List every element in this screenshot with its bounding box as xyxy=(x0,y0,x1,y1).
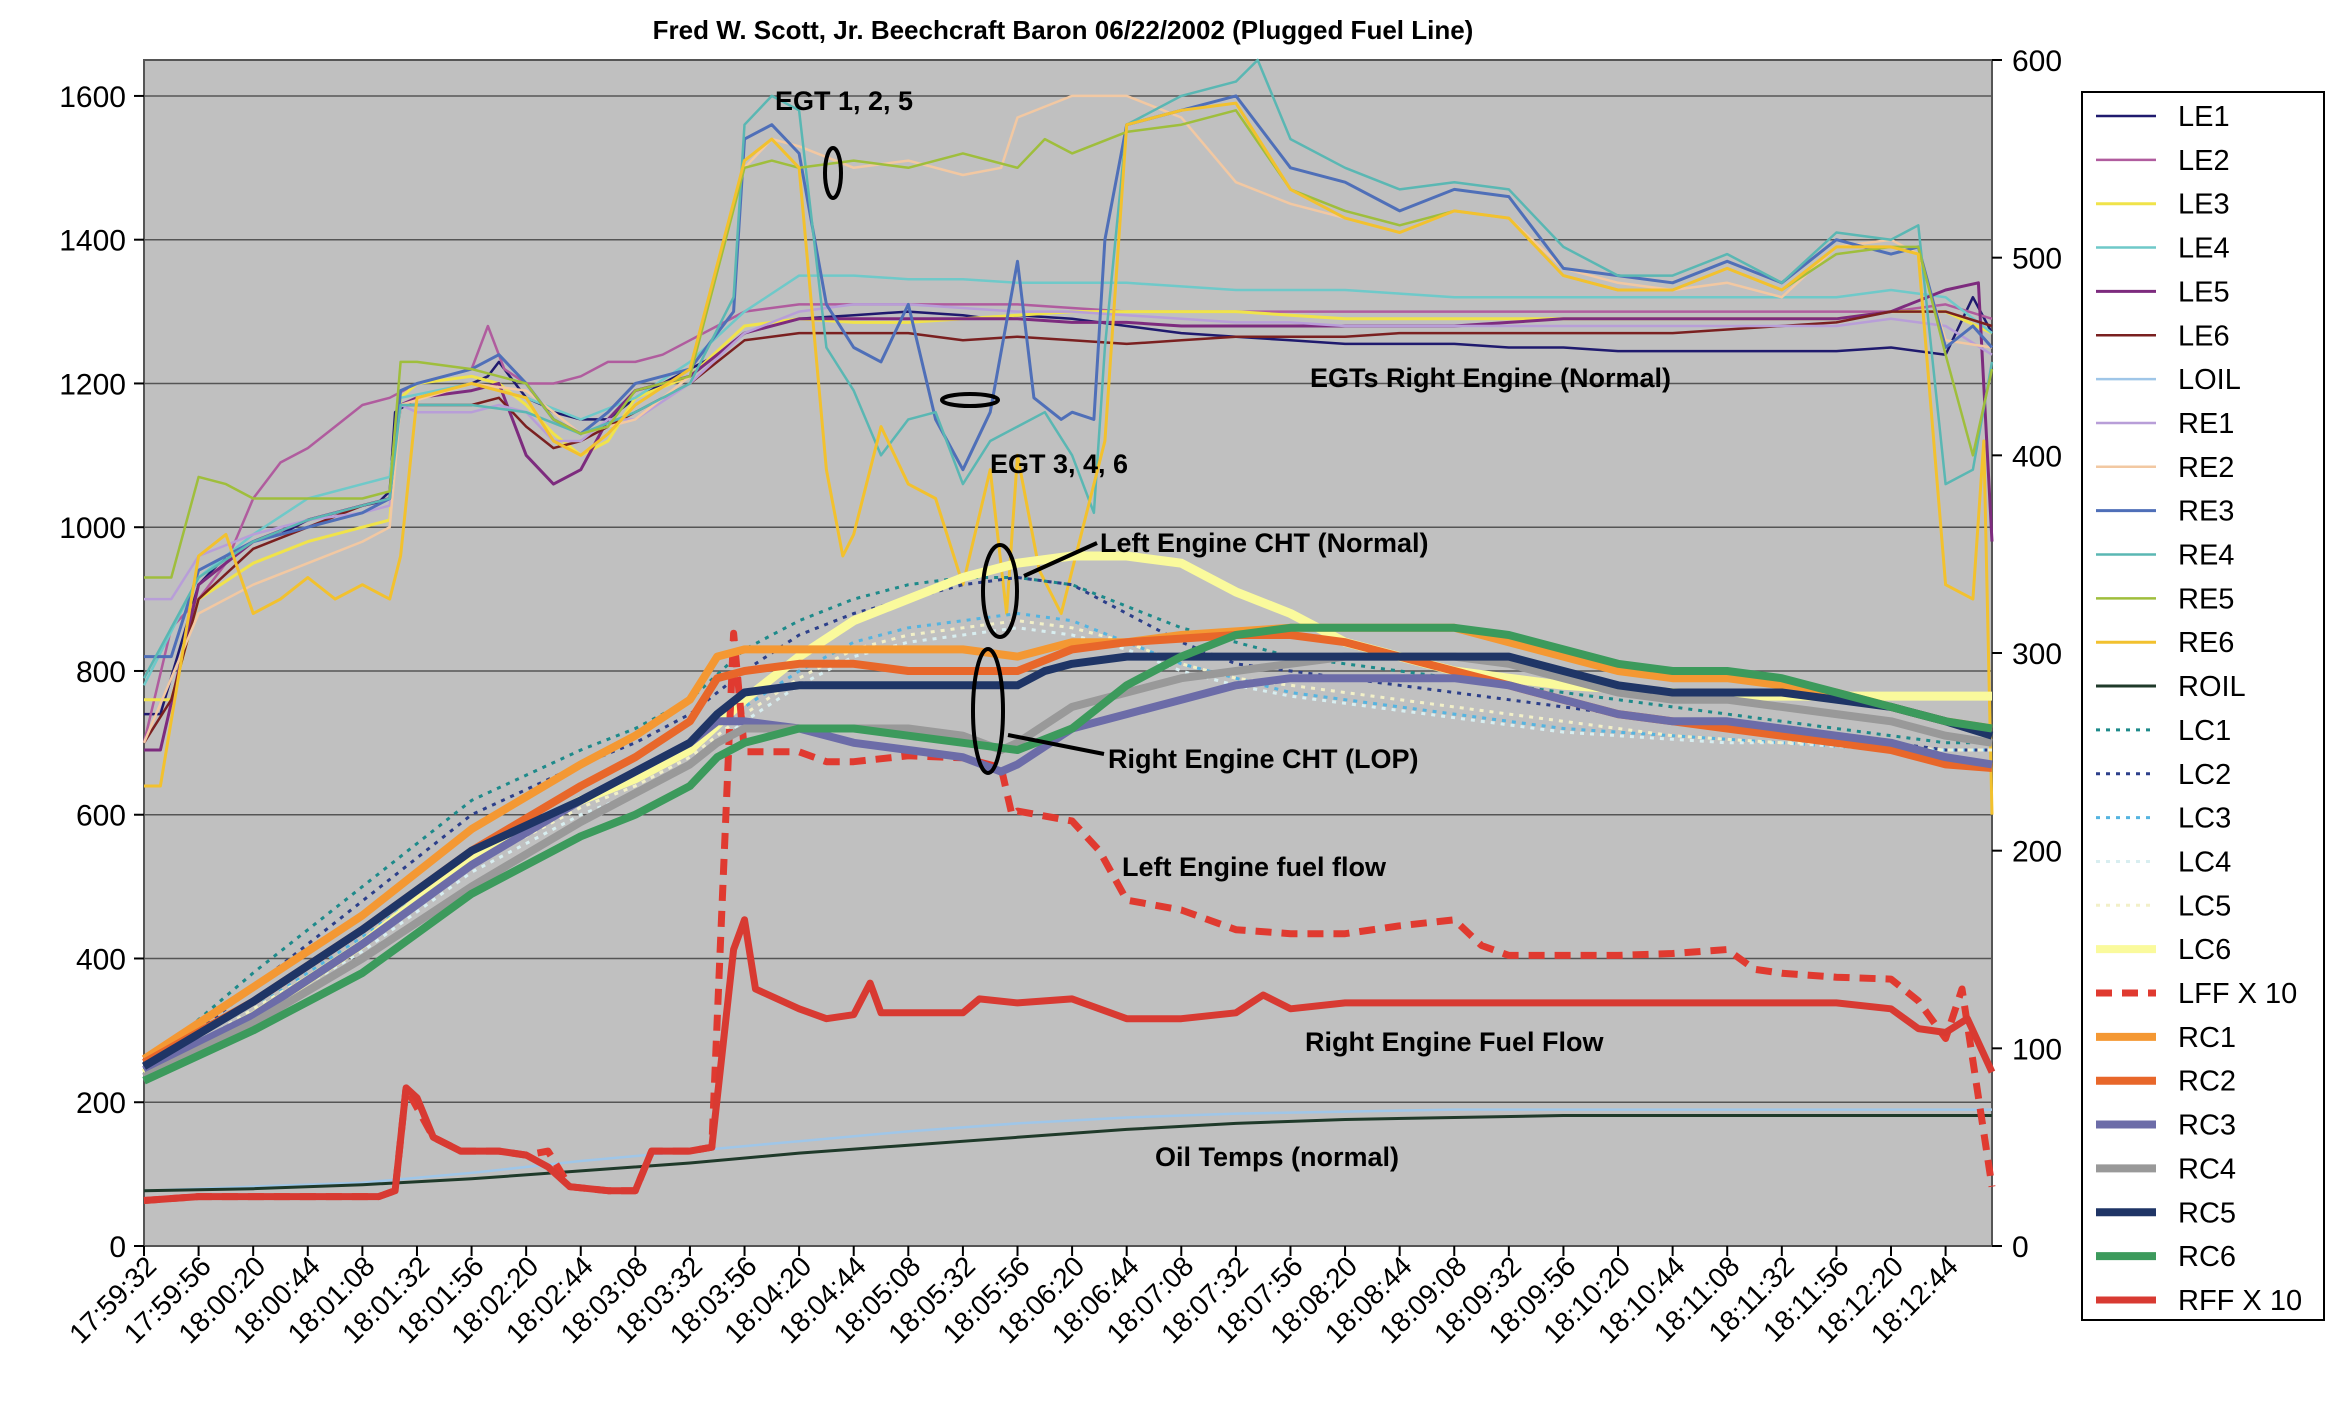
annotation-egt-346: EGT 3, 4, 6 xyxy=(990,449,1128,479)
annotation-right-fuel-flow: Right Engine Fuel Flow xyxy=(1305,1027,1604,1057)
legend-label-lc3: LC3 xyxy=(2178,803,2231,835)
legend-label-re6: RE6 xyxy=(2178,627,2234,659)
legend-label-rc4: RC4 xyxy=(2178,1153,2236,1185)
legend-label-lc4: LC4 xyxy=(2178,846,2231,878)
y-right-tick-label: 0 xyxy=(2012,1231,2029,1264)
annotation-arrow-right-cht xyxy=(1007,733,1105,756)
y-left-tick-label: 0 xyxy=(109,1231,126,1264)
series-line-roil xyxy=(143,1114,1992,1193)
y-right-tick-label: 400 xyxy=(2012,440,2062,473)
legend-label-le5: LE5 xyxy=(2178,276,2230,308)
annotation-arrow-left-cht xyxy=(1023,541,1098,578)
legend-label-re5: RE5 xyxy=(2178,583,2234,615)
y-left-tick-label: 600 xyxy=(76,800,126,833)
y-left-tick-label: 800 xyxy=(76,656,126,689)
y-left-tick-label: 1400 xyxy=(59,225,126,258)
series-line-rff-x-10 xyxy=(143,916,1996,1204)
y-left-tick-label: 200 xyxy=(76,1087,126,1120)
legend-label-le2: LE2 xyxy=(2178,145,2230,177)
y-left-tick-label: 400 xyxy=(76,943,126,976)
series-line-lc1 xyxy=(143,576,1992,1068)
annotation-marker-egt-346 xyxy=(940,392,1000,408)
y-right-tick-label: 200 xyxy=(2012,836,2062,869)
gridlines xyxy=(144,95,1992,1103)
series-line-re6 xyxy=(144,101,1994,815)
series-line-re2 xyxy=(142,94,1993,744)
legend-label-re2: RE2 xyxy=(2178,452,2234,484)
legend-label-re4: RE4 xyxy=(2178,540,2234,572)
annotation-marker-egt-125 xyxy=(823,146,843,200)
legend: LE1 LE2 LE3 LE4 LE5 LE6 LOIL RE1 RE2 RE3 RE4 RE5 RE6… xyxy=(2096,101,2302,1317)
series-line-lff-x-10 xyxy=(143,629,1996,1204)
annotation-egt-125: EGT 1, 2, 5 xyxy=(775,86,913,116)
legend-label-le4: LE4 xyxy=(2178,233,2230,265)
legend-label-rff-x-10: RFF X 10 xyxy=(2178,1285,2302,1317)
series-line-rc6 xyxy=(142,623,1993,1085)
legend-label-rc5: RC5 xyxy=(2178,1197,2236,1229)
series-line-rc5 xyxy=(141,652,1994,1070)
series-line-loil xyxy=(143,1108,1992,1192)
legend-label-le3: LE3 xyxy=(2178,189,2230,221)
legend-label-rc1: RC1 xyxy=(2178,1022,2236,1054)
y-right-tick-label: 300 xyxy=(2012,638,2062,671)
series-line-lc3 xyxy=(143,612,1992,1079)
legend-label-lc1: LC1 xyxy=(2178,715,2231,747)
annotations: EGT 1, 2, 5 EGTs Right Engine (Normal) E… xyxy=(775,86,1671,1172)
y-right-tick-label: 600 xyxy=(2012,45,2062,78)
annotation-oil-temps: Oil Temps (normal) xyxy=(1155,1142,1399,1172)
annotation-left-fuel-flow: Left Engine fuel flow xyxy=(1122,852,1387,882)
legend-label-re1: RE1 xyxy=(2178,408,2234,440)
series-line-rc4 xyxy=(142,652,1993,1081)
y-left-tick-label: 1000 xyxy=(59,512,126,545)
annotation-marker-right-cht xyxy=(971,647,1005,775)
legend-label-loil: LOIL xyxy=(2178,364,2241,396)
legend-label-rc2: RC2 xyxy=(2178,1066,2236,1098)
y-right-tick-label: 500 xyxy=(2012,243,2062,276)
legend-label-re3: RE3 xyxy=(2178,496,2234,528)
y-right-tick-label: 100 xyxy=(2012,1033,2062,1066)
legend-box xyxy=(2081,91,2325,1321)
annotation-left-cht: Left Engine CHT (Normal) xyxy=(1100,528,1429,558)
annotation-egt-right-normal: EGTs Right Engine (Normal) xyxy=(1310,363,1671,393)
legend-label-le6: LE6 xyxy=(2178,320,2230,352)
legend-label-lc5: LC5 xyxy=(2178,890,2231,922)
series-line-re4 xyxy=(142,58,1994,679)
series-line-re3 xyxy=(144,94,1994,659)
series-lines xyxy=(141,58,1996,1204)
legend-label-lff-x-10: LFF X 10 xyxy=(2178,978,2297,1010)
series-line-rc2 xyxy=(142,631,1993,1067)
legend-label-roil: ROIL xyxy=(2178,671,2246,703)
annotation-marker-left-cht xyxy=(981,543,1019,639)
series-line-lc5 xyxy=(143,619,1992,1079)
legend-label-lc2: LC2 xyxy=(2178,759,2231,791)
annotation-right-cht: Right Engine CHT (LOP) xyxy=(1108,744,1418,774)
legend-label-rc3: RC3 xyxy=(2178,1110,2236,1142)
legend-label-le1: LE1 xyxy=(2178,101,2230,133)
y-left-tick-label: 1200 xyxy=(59,368,126,401)
y-left-tick-label: 1600 xyxy=(59,81,126,114)
legend-label-rc6: RC6 xyxy=(2178,1241,2236,1273)
chart-title: Fred W. Scott, Jr. Beechcraft Baron 06/2… xyxy=(653,15,1474,45)
legend-label-lc6: LC6 xyxy=(2178,934,2231,966)
